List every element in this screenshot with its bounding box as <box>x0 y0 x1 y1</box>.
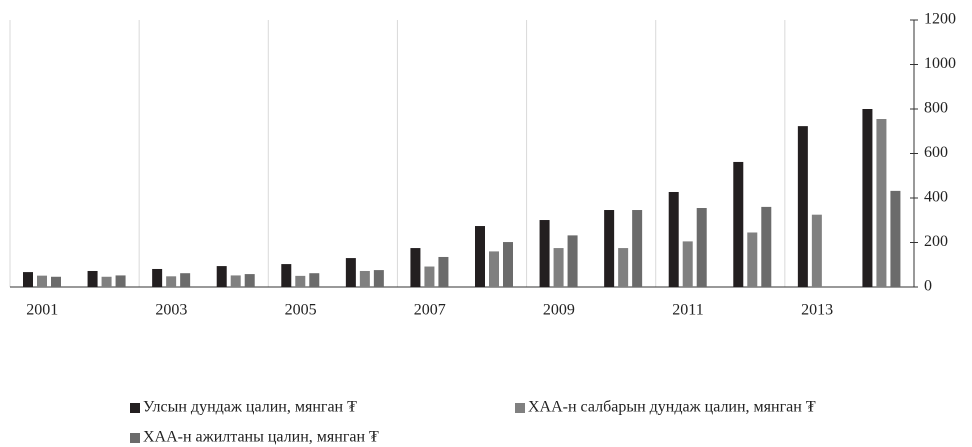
bar <box>37 275 47 287</box>
bar <box>604 210 615 287</box>
bar <box>230 275 241 287</box>
bar <box>567 235 578 287</box>
x-tick-label: 2011 <box>672 302 703 319</box>
bar <box>475 226 485 287</box>
bar <box>166 276 177 287</box>
bar <box>747 232 758 287</box>
bar <box>51 276 61 287</box>
legend-swatch <box>130 433 140 443</box>
bar <box>216 266 227 287</box>
bar <box>876 119 887 287</box>
bar <box>23 272 33 287</box>
x-tick-label: 2013 <box>801 302 833 319</box>
x-tick-label: 2009 <box>543 302 575 319</box>
bar <box>553 248 564 287</box>
y-tick-label: 0 <box>924 278 932 295</box>
bar <box>668 191 679 287</box>
bar <box>115 275 126 287</box>
bar <box>373 270 384 287</box>
x-tick-label: 2005 <box>285 302 317 319</box>
bar <box>682 241 693 287</box>
bar <box>345 258 356 287</box>
bar <box>733 161 744 287</box>
y-tick-label: 1200 <box>924 11 956 28</box>
bar <box>632 210 643 287</box>
bar <box>424 266 435 287</box>
legend-swatch <box>130 403 140 413</box>
y-tick-label: 800 <box>924 100 948 117</box>
bar <box>180 273 191 287</box>
bar <box>489 251 499 287</box>
y-tick-label: 1000 <box>924 55 956 72</box>
x-tick-label: 2003 <box>155 302 187 319</box>
bar <box>152 268 163 287</box>
bar <box>438 256 449 287</box>
bar <box>618 248 629 287</box>
bar <box>410 248 421 287</box>
bar <box>696 208 707 287</box>
legend-label: Улсын дундаж цалин, мянган ₮ <box>143 399 357 416</box>
bar <box>862 109 873 287</box>
bar <box>101 276 112 287</box>
legend-label: ХАА-н салбарын дундаж цалин, мянган ₮ <box>528 399 816 416</box>
x-tick-label: 2001 <box>26 302 58 319</box>
bar <box>87 270 98 287</box>
bar <box>761 206 772 287</box>
bar <box>811 214 822 287</box>
y-tick-label: 600 <box>924 144 948 161</box>
bar <box>503 242 513 287</box>
bar <box>890 190 901 287</box>
x-tick-label: 2007 <box>414 302 446 319</box>
bar <box>539 220 550 287</box>
bar <box>359 270 370 287</box>
legend-label: ХАА-н ажилтаны цалин, мянган ₮ <box>143 429 379 446</box>
bar <box>244 274 255 287</box>
bar <box>309 273 320 287</box>
legend-swatch <box>515 403 525 413</box>
y-tick-label: 400 <box>924 189 948 206</box>
bar <box>295 275 306 287</box>
bar <box>797 126 808 287</box>
y-tick-label: 200 <box>924 233 948 250</box>
bar <box>281 264 292 287</box>
